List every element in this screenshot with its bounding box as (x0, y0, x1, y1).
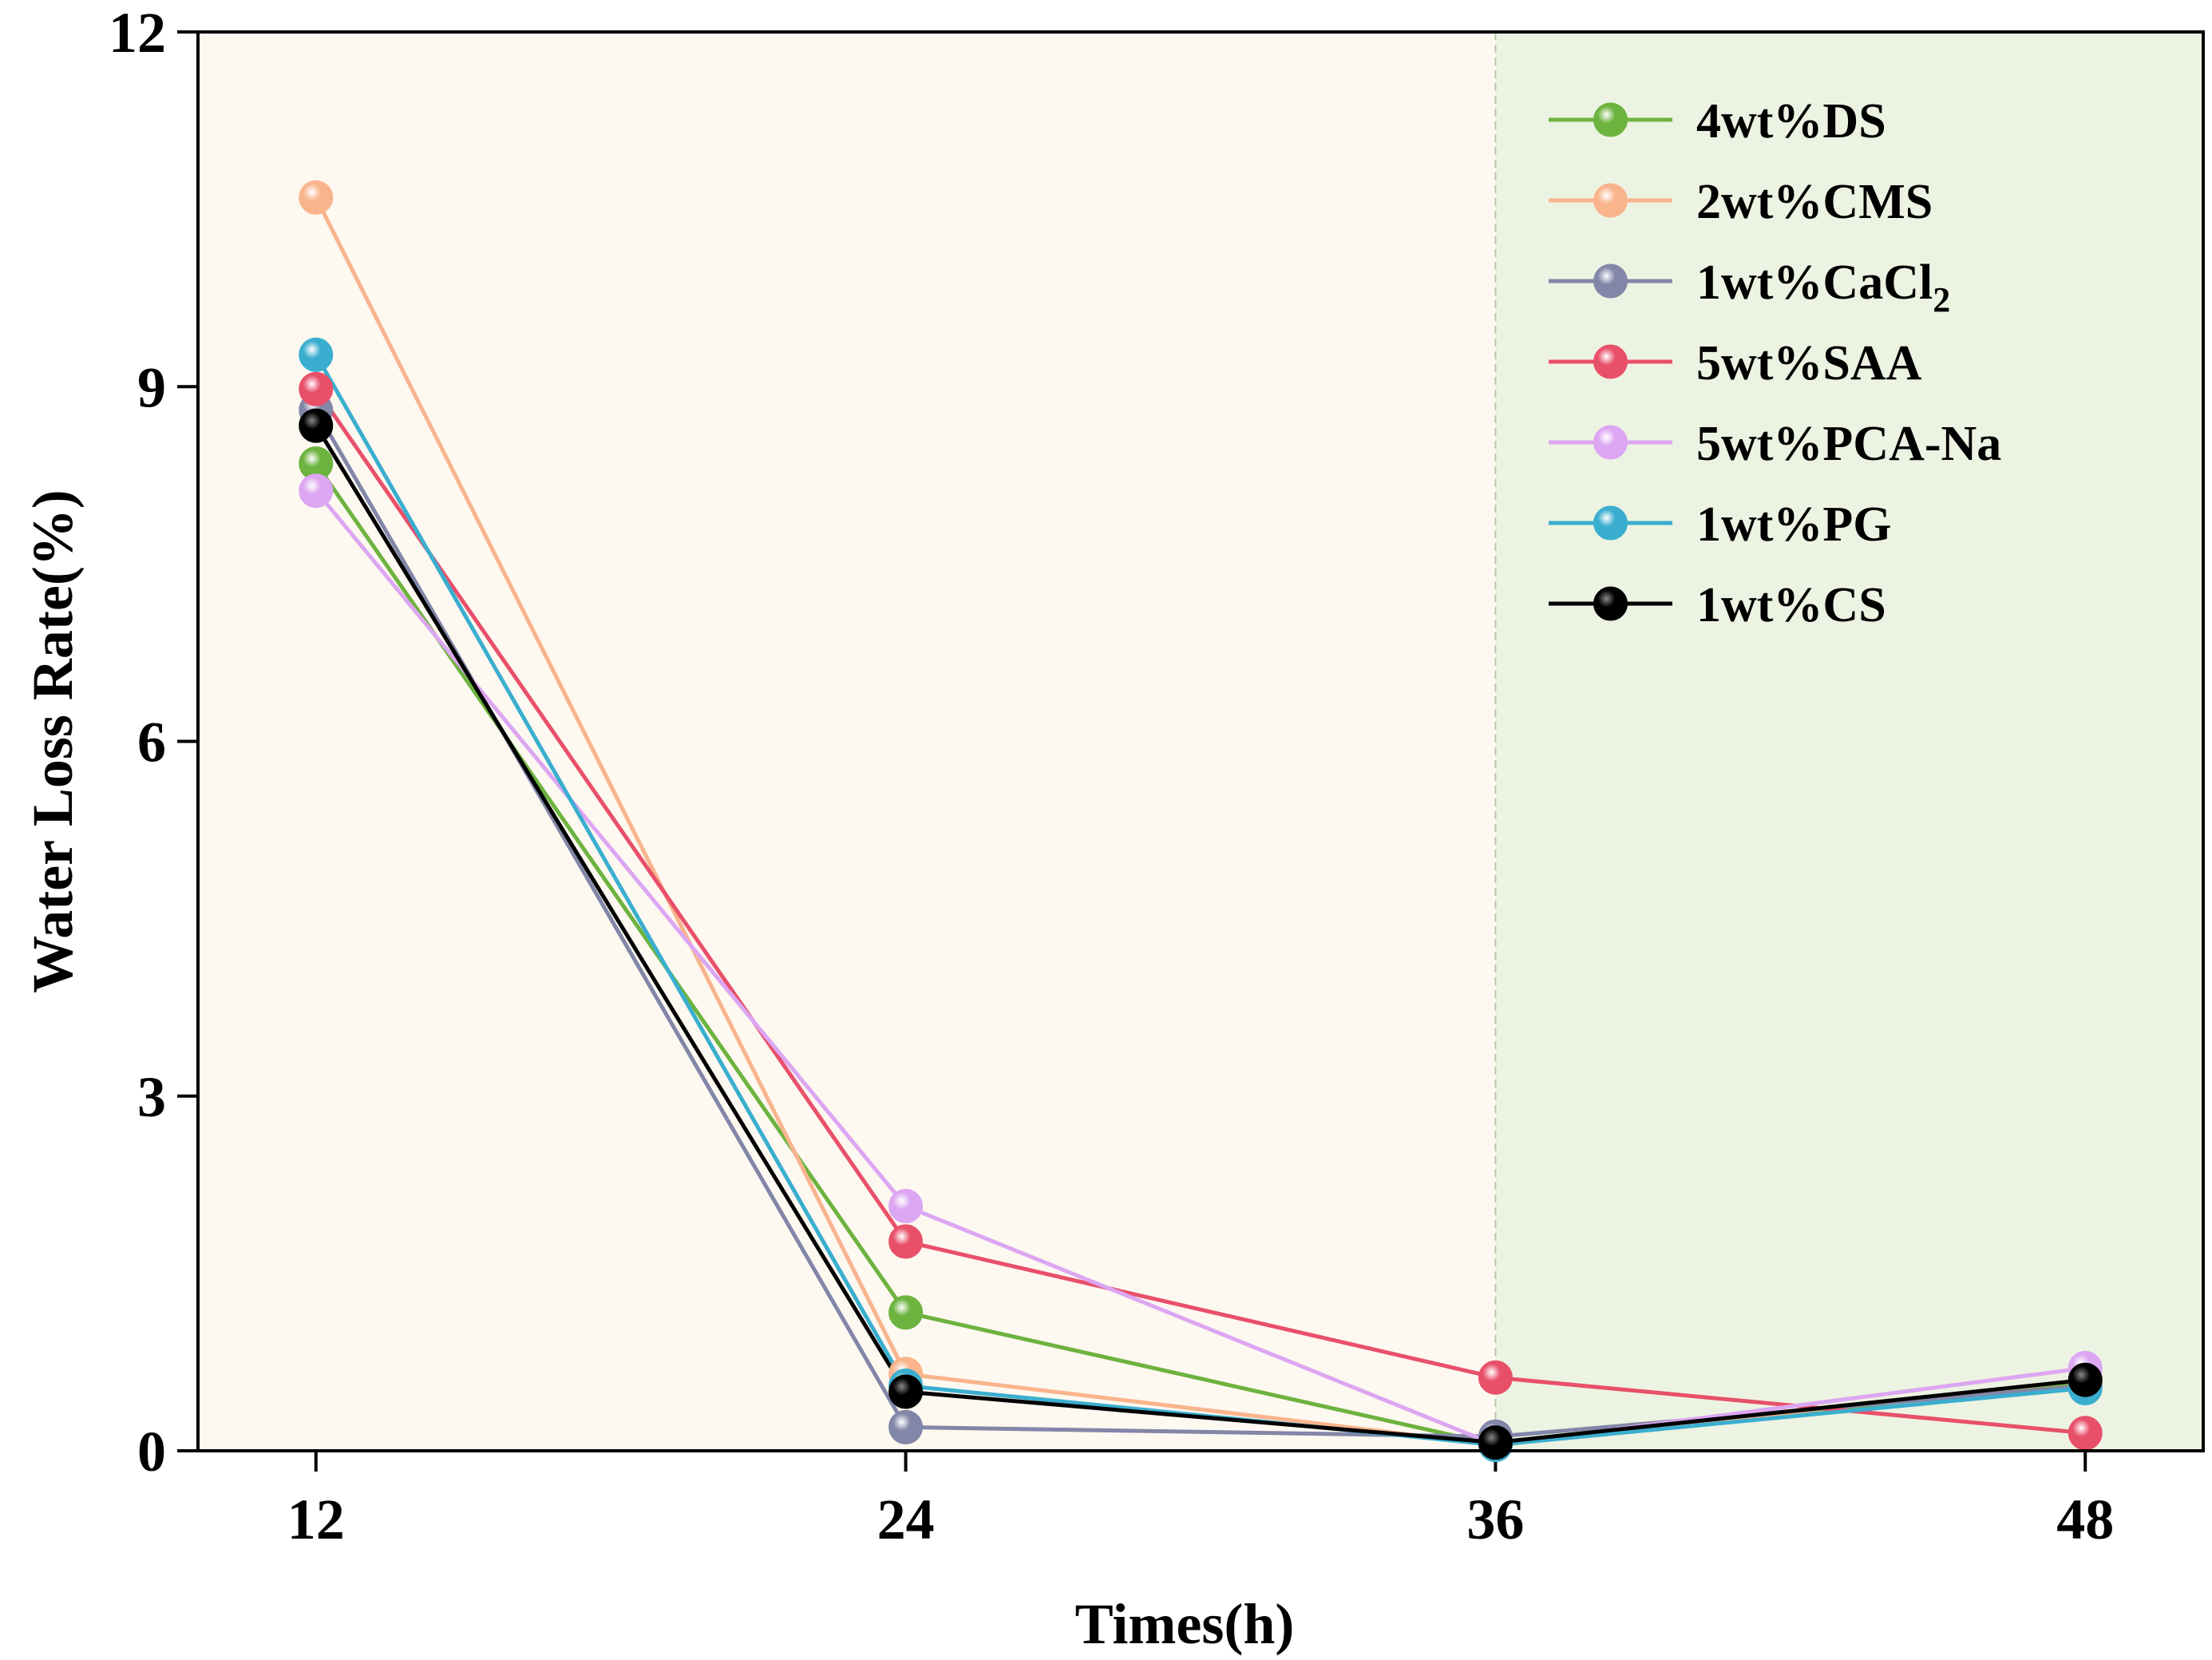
legend-entry-1wt%CS: 1wt%CS (1549, 578, 1886, 632)
x-axis-title: Times(h) (1075, 1592, 1295, 1656)
point-1wt%PG-12 (299, 337, 334, 372)
legend-label: 5wt%SAA (1696, 336, 1922, 390)
x-tick-label: 24 (877, 1488, 935, 1551)
point-5wt%SAA-36 (1478, 1360, 1513, 1395)
legend-marker (1593, 505, 1628, 541)
background-region-0 (198, 32, 1496, 1451)
legend-entry-5wt%PCA-Na: 5wt%PCA-Na (1549, 417, 2001, 471)
point-1wt%CS-24 (888, 1374, 924, 1409)
legend-entry-5wt%SAA: 5wt%SAA (1549, 336, 1922, 390)
legend-label: 4wt%DS (1696, 94, 1886, 149)
legend-label: 1wt%CS (1696, 578, 1886, 632)
legend-label: 5wt%PCA-Na (1696, 417, 2001, 471)
series-markers (299, 180, 2103, 1463)
y-tick-label: 6 (137, 711, 166, 775)
point-4wt%DS-24 (888, 1295, 924, 1330)
plot-frame (196, 30, 2205, 1452)
legend: 4wt%DS 2wt%CMS 1wt%CaCl2 5wt%SAA 5wt%PCA-Na 1… (1549, 94, 2001, 632)
legend-marker (1593, 183, 1628, 218)
y-tick-label: 3 (137, 1065, 166, 1129)
x-tick-label: 36 (1466, 1488, 1524, 1551)
point-5wt%SAA-24 (888, 1224, 924, 1259)
point-5wt%SAA-48 (2068, 1416, 2103, 1451)
legend-label: 2wt%CMS (1696, 175, 1933, 229)
legend-marker (1593, 425, 1628, 460)
background-region-1 (1495, 32, 2203, 1451)
legend-entry-2wt%CMS: 2wt%CMS (1549, 175, 1933, 229)
point-5wt%SAA-12 (299, 371, 334, 406)
legend-entry-1wt%PG: 1wt%PG (1549, 497, 1892, 552)
point-1wt%CS-36 (1478, 1425, 1513, 1460)
series-line-5wt%PCA-Na (314, 489, 2086, 1448)
series-lines (314, 196, 2086, 1448)
legend-entry-1wt%CaCl2: 1wt%CaCl2 (1549, 256, 1950, 319)
y-tick-label: 12 (109, 1, 166, 65)
legend-marker (1593, 102, 1628, 137)
legend-marker (1593, 344, 1628, 379)
legend-marker (1593, 586, 1628, 621)
x-tick-label: 12 (287, 1488, 345, 1551)
y-tick-label: 0 (137, 1420, 166, 1484)
series-line-1wt%CS (314, 424, 2086, 1445)
point-1wt%CS-12 (299, 408, 334, 443)
legend-label: 1wt%CaCl2 (1696, 256, 1950, 319)
point-2wt%CMS-12 (299, 180, 334, 215)
point-5wt%PCA-Na-24 (888, 1188, 924, 1223)
x-tick-label: 48 (2056, 1488, 2114, 1551)
legend-marker (1593, 263, 1628, 299)
y-tick-label: 9 (137, 355, 166, 419)
point-1wt%CS-48 (2068, 1362, 2103, 1397)
point-5wt%PCA-Na-12 (299, 473, 334, 509)
point-1wt%CaCl2-24 (888, 1409, 924, 1444)
legend-entry-4wt%DS: 4wt%DS (1549, 94, 1886, 149)
legend-label: 1wt%PG (1696, 497, 1892, 552)
background-regions (198, 32, 2203, 1451)
y-axis-title: Water Loss Rate(%) (21, 489, 85, 993)
